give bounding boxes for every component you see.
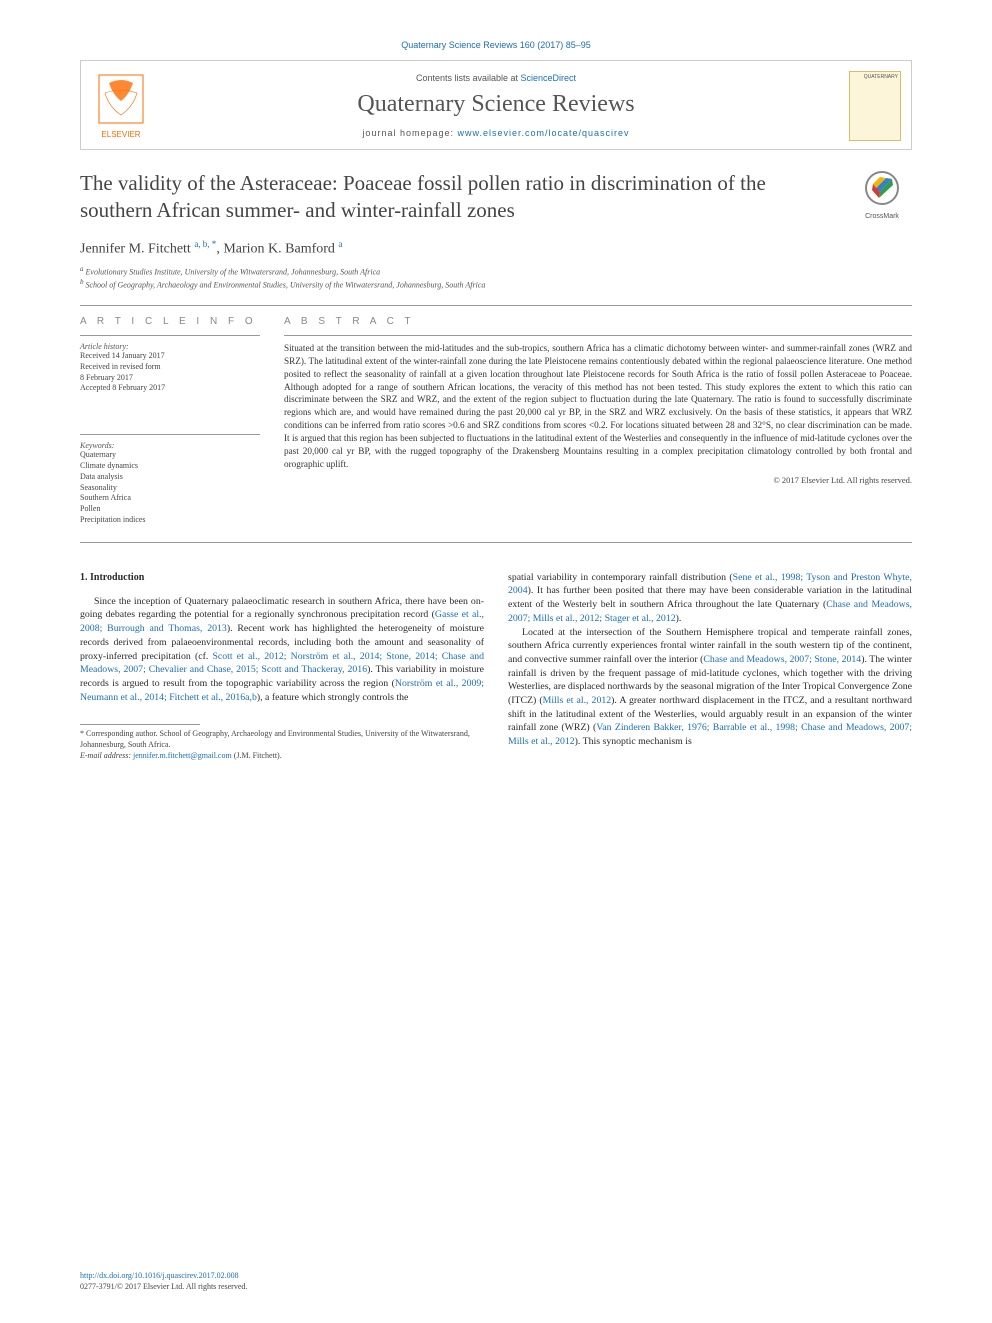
email-line: E-mail address: jennifer.m.fitchett@gmai…	[80, 751, 484, 762]
keyword: Seasonality	[80, 483, 260, 494]
journal-banner: ELSEVIER Contents lists available at Sci…	[80, 60, 912, 150]
crossmark-badge[interactable]: CrossMark	[852, 170, 912, 214]
journal-title: Quaternary Science Reviews	[81, 91, 911, 118]
svg-text:ELSEVIER: ELSEVIER	[101, 130, 140, 139]
journal-cover-thumb: QUATERNARY	[849, 71, 901, 141]
journal-homepage: journal homepage: www.elsevier.com/locat…	[81, 128, 911, 138]
keyword: Data analysis	[80, 472, 260, 483]
divider	[80, 542, 912, 543]
abstract-heading: A B S T R A C T	[284, 316, 912, 327]
section-heading: 1. Introduction	[80, 571, 484, 585]
email-link[interactable]: jennifer.m.fitchett@gmail.com	[133, 751, 232, 760]
abstract-text: Situated at the transition between the m…	[284, 342, 912, 471]
footnote-rule	[80, 724, 200, 725]
divider	[80, 305, 912, 306]
keyword: Southern Africa	[80, 493, 260, 504]
history-item: 8 February 2017	[80, 373, 260, 384]
abstract-copyright: © 2017 Elsevier Ltd. All rights reserved…	[284, 475, 912, 485]
history-item: Received 14 January 2017	[80, 351, 260, 362]
keyword: Pollen	[80, 504, 260, 515]
column-right: spatial variability in contemporary rain…	[508, 571, 912, 762]
affiliations: a Evolutionary Studies Institute, Univer…	[80, 265, 912, 291]
article-info-heading: A R T I C L E I N F O	[80, 316, 260, 327]
corresponding-author: * Corresponding author. School of Geogra…	[80, 729, 484, 751]
author-1: Jennifer M. Fitchett	[80, 241, 191, 256]
keyword: Precipitation indices	[80, 515, 260, 526]
article-info-sidebar: A R T I C L E I N F O Article history: R…	[80, 316, 260, 526]
column-left: 1. Introduction Since the inception of Q…	[80, 571, 484, 762]
contents-available: Contents lists available at ScienceDirec…	[81, 73, 911, 83]
sciencedirect-link[interactable]: ScienceDirect	[521, 73, 577, 83]
citation[interactable]: Chase and Meadows, 2007; Stone, 2014	[703, 654, 861, 665]
keyword: Quaternary	[80, 450, 260, 461]
citation[interactable]: Mills et al., 2012	[543, 695, 612, 706]
keyword: Climate dynamics	[80, 461, 260, 472]
page-footer: http://dx.doi.org/10.1016/j.quascirev.20…	[80, 1271, 247, 1293]
copyright-line: 0277-3791/© 2017 Elsevier Ltd. All right…	[80, 1282, 247, 1293]
article-title: The validity of the Asteraceae: Poaceae …	[80, 170, 836, 225]
history-item: Accepted 8 February 2017	[80, 383, 260, 394]
citation-header: Quaternary Science Reviews 160 (2017) 85…	[80, 40, 912, 50]
doi-link[interactable]: http://dx.doi.org/10.1016/j.quascirev.20…	[80, 1271, 247, 1282]
authors-line: Jennifer M. Fitchett a, b, *, Marion K. …	[80, 239, 912, 258]
homepage-url[interactable]: www.elsevier.com/locate/quascirev	[458, 128, 630, 138]
history-item: Received in revised form	[80, 362, 260, 373]
author-2: Marion K. Bamford	[223, 241, 335, 256]
abstract-block: A B S T R A C T Situated at the transiti…	[284, 316, 912, 526]
body-columns: 1. Introduction Since the inception of Q…	[80, 571, 912, 762]
elsevier-logo: ELSEVIER	[91, 71, 151, 141]
